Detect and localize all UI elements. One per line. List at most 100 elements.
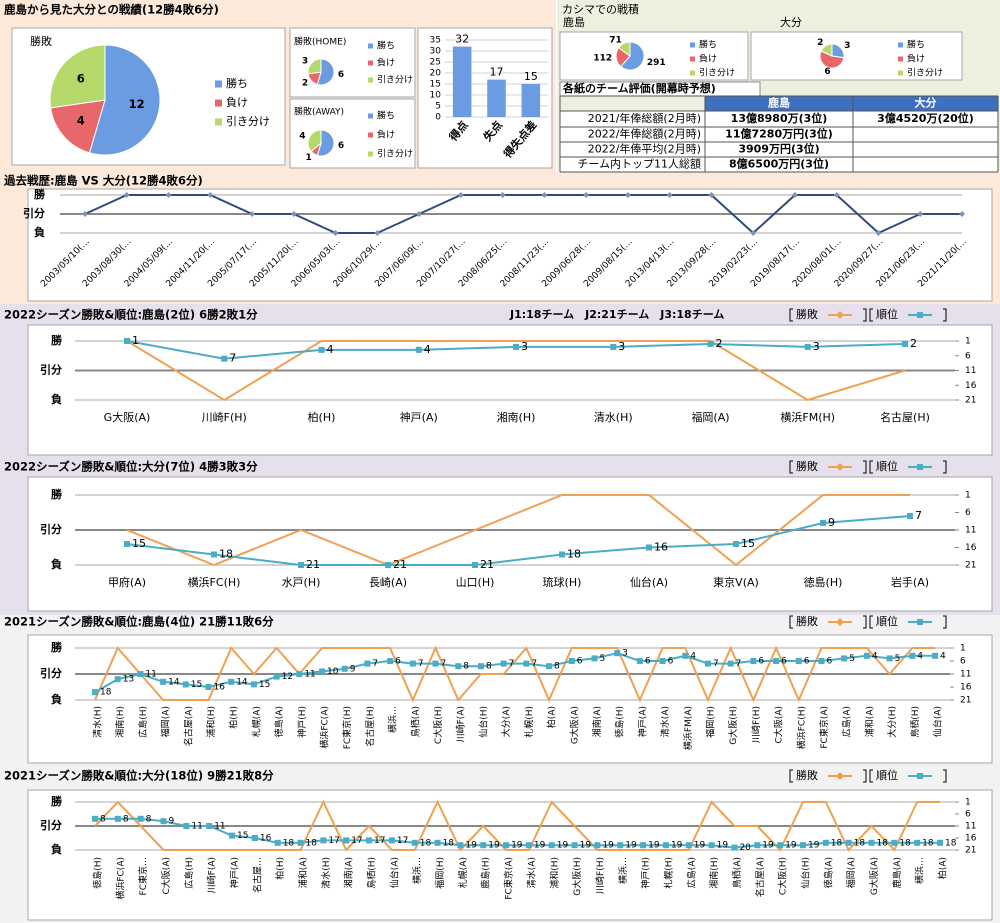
marker <box>937 839 943 846</box>
marker <box>416 211 423 217</box>
x-tick-label: 横浜… <box>387 706 399 733</box>
value-label: 6 <box>826 657 832 667</box>
marker <box>160 818 167 825</box>
legend-label: 負け <box>377 129 395 141</box>
x-tick-label: 浦和(H) <box>548 857 560 889</box>
marker <box>229 832 236 839</box>
value-label: 7 <box>713 659 719 669</box>
value-label: 18 <box>283 838 295 848</box>
x-tick-label: 徳島(H) <box>92 857 104 889</box>
y-tick-label: 負 <box>51 392 62 406</box>
x-tick-label: 浦和(A) <box>863 706 875 737</box>
marker <box>415 346 422 353</box>
panel <box>289 98 416 169</box>
marker <box>160 678 167 685</box>
marker <box>610 343 617 350</box>
x-tick-label: 福岡(A) <box>691 410 729 424</box>
chart-title: 2022シーズン勝敗&順位:鹿島(2位) 6勝2敗1分 <box>4 308 258 322</box>
marker <box>297 839 304 846</box>
x-tick-label: 広島(H) <box>183 857 195 889</box>
value-label: 6 <box>395 657 401 667</box>
x-tick-label: 長崎(A) <box>369 575 407 589</box>
marker <box>914 839 921 846</box>
legend-swatch <box>368 60 373 66</box>
legend-label: 順位 <box>876 307 898 321</box>
x-tick-label: 川崎F(H) <box>202 410 247 424</box>
y2-tick-label: 16 <box>965 543 977 553</box>
legend-bracket <box>789 308 793 322</box>
marker <box>833 192 840 198</box>
x-tick-label: 岩手(A) <box>891 575 929 589</box>
value-label: 8 <box>486 662 492 672</box>
y2-tick-label: 21 <box>965 846 976 856</box>
value-label: 7 <box>418 659 424 669</box>
slice-label: 291 <box>647 58 666 68</box>
value-label: 6 <box>804 657 810 667</box>
x-tick-label: 湘南(A) <box>591 706 603 737</box>
value-label: 1 <box>132 334 139 347</box>
x-tick-label: 湘南(A) <box>343 857 355 888</box>
pie-title: 大分 <box>780 15 802 29</box>
value-label: 20 <box>739 843 751 853</box>
y2-tick-label: 1 <box>960 644 966 654</box>
legend-bracket <box>863 615 867 629</box>
x-tick-label: C大阪(H) <box>432 706 444 744</box>
legend-bracket <box>943 769 947 783</box>
value-label: 17 <box>328 836 339 846</box>
x-tick-label: 神戸(A) <box>636 706 648 737</box>
x-tick-label: 仙台(H) <box>477 706 489 738</box>
x-tick-label: 甲府(A) <box>108 575 146 589</box>
legend-swatch <box>898 70 903 76</box>
value-label: 5 <box>599 654 605 664</box>
marker <box>137 815 144 822</box>
value-label: 9 <box>350 664 356 674</box>
x-tick-label: 川崎F(A) <box>455 706 467 742</box>
series-line <box>126 494 910 567</box>
legend-label: 順位 <box>876 459 898 473</box>
y-tick-label: 15 <box>430 80 441 90</box>
value-label: 18 <box>420 838 432 848</box>
x-tick-label: 札幌(A) <box>250 706 262 737</box>
marker <box>777 842 784 849</box>
x-tick-label: 名古屋(H) <box>364 706 376 747</box>
y2-tick-label: 11 <box>965 822 976 832</box>
slice-label: 1 <box>306 153 312 163</box>
marker <box>499 192 506 198</box>
chart-title: 2022シーズン勝敗&順位:大分(7位) 4勝3敗3分 <box>4 460 258 474</box>
y2-tick-label: 11 <box>960 670 971 680</box>
x-tick-label: 札幌(H) <box>523 706 535 738</box>
value-label: 19 <box>602 841 614 851</box>
marker <box>907 513 913 519</box>
x-tick-label: 鳥栖(A) <box>409 706 421 737</box>
x-tick-label: G大阪(A) <box>868 857 880 895</box>
chart-title: 過去戦歴:鹿島 VS 大分(12勝4敗6分) <box>3 174 203 188</box>
y-tick-label: 勝 <box>34 187 46 201</box>
x-tick-label: 神戸(A) <box>400 410 438 424</box>
marker <box>137 671 144 677</box>
y2-tick-label: 1 <box>965 798 971 808</box>
x-tick-label: 川崎F(H) <box>750 706 762 743</box>
value-label: 18 <box>443 838 455 848</box>
x-tick-label: 神戸(H) <box>296 706 308 738</box>
marker <box>409 660 416 667</box>
marker <box>868 839 875 846</box>
marker <box>472 562 478 568</box>
marker <box>92 815 98 822</box>
marker <box>891 839 898 846</box>
marker <box>211 551 217 558</box>
legend-bracket <box>943 615 947 629</box>
marker <box>114 676 121 683</box>
value-label: 8 <box>100 814 106 824</box>
value-label: 32 <box>455 33 469 46</box>
marker <box>754 842 761 849</box>
legend-bracket <box>789 615 793 629</box>
x-tick-label: 川崎F(H) <box>594 857 606 894</box>
slice-label: 6 <box>338 70 344 80</box>
y2-tick-label: 1 <box>965 491 971 501</box>
value-label: 12 <box>282 672 293 682</box>
value-label: 8 <box>554 662 560 672</box>
legend-swatch <box>368 77 373 83</box>
legend-bracket <box>943 308 947 322</box>
y2-tick-label: 21 <box>965 561 976 571</box>
value-label: 16 <box>214 683 226 693</box>
